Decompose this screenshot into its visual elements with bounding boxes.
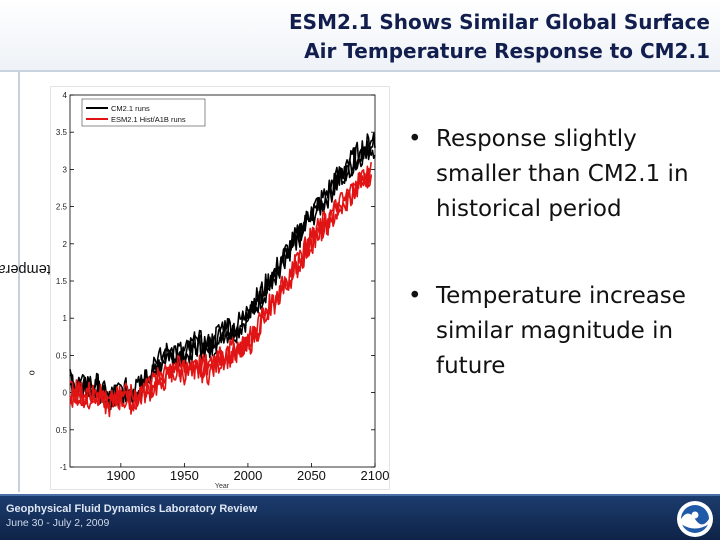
- series-line-esm21: [69, 167, 372, 418]
- y-tick-label: 1.5: [56, 277, 68, 286]
- legend-label: CM2.1 runs: [111, 104, 150, 113]
- y-tick-label: 2.5: [56, 203, 68, 212]
- temperature-chart: -1 0.5 0 0.5 1 1.5 2 2.5 3 3.5 4 1900 1950 2000 2050 21…: [56, 91, 390, 490]
- title-bar: ESM2.1 Shows Similar Global Surface Air …: [0, 0, 720, 72]
- x-tick-label: 2100: [361, 468, 390, 483]
- slide-title-line2: Air Temperature Response to CM2.1: [304, 39, 710, 63]
- x-tick-label: 2000: [233, 468, 262, 483]
- y-axis-label-degree: o: [26, 370, 37, 376]
- y-tick-label: 1: [63, 314, 68, 323]
- legend-label: ESM2.1 Hist/A1B runs: [111, 115, 186, 124]
- x-tick-label: 1950: [170, 468, 199, 483]
- series-line-cm21: [69, 132, 376, 408]
- series-line-cm21: [69, 133, 376, 404]
- y-tick-label: 0.5: [56, 426, 68, 435]
- y-axis-label: Surface air temperature change (oC): [0, 92, 158, 446]
- series-line-esm21: [69, 161, 372, 410]
- x-tick-label: 1900: [106, 468, 135, 483]
- y-tick-label: 3.5: [56, 128, 68, 137]
- y-tick-label: 3: [63, 165, 68, 174]
- x-tick-label: 2050: [297, 468, 326, 483]
- bullet-item: Response slightly smaller than CM2.1 in …: [408, 122, 708, 227]
- footer-bar: Geophysical Fluid Dynamics Laboratory Re…: [0, 494, 720, 540]
- slide-title: ESM2.1 Shows Similar Global Surface Air …: [150, 8, 710, 66]
- footer-text: Geophysical Fluid Dynamics Laboratory Re…: [6, 502, 257, 530]
- footer-date: June 30 - July 2, 2009: [6, 517, 110, 529]
- noaa-logo-icon: [677, 501, 713, 537]
- left-divider: [18, 72, 20, 492]
- plot-frame: [69, 94, 376, 468]
- bullet-item: Temperature increase similar magnitude i…: [408, 279, 708, 384]
- y-tick-label: 4: [63, 91, 68, 100]
- legend-box: [81, 98, 206, 127]
- series-line-esm21: [69, 171, 372, 412]
- y-tick-label: 2: [63, 240, 68, 249]
- chart-panel: [50, 86, 390, 490]
- y-tick-label: 0.5: [56, 351, 68, 360]
- bullet-list: Response slightly smaller than CM2.1 in …: [408, 122, 708, 384]
- x-axis-label: Year: [215, 483, 230, 490]
- footer-title: Geophysical Fluid Dynamics Laboratory Re…: [6, 503, 258, 515]
- slide-title-line1: ESM2.1 Shows Similar Global Surface: [289, 10, 710, 34]
- y-tick-label: -1: [60, 463, 68, 472]
- y-tick-label: 0: [63, 389, 68, 398]
